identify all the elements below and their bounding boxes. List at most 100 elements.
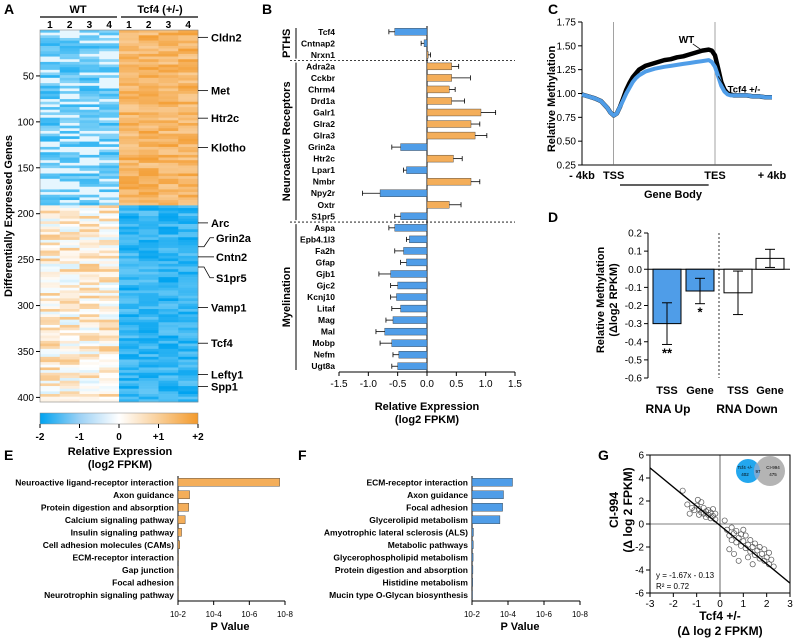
heatmap-cell [99,378,120,382]
heatmap-cell [99,356,120,360]
heatmap-cell [138,237,159,241]
heatmap-cell [59,93,80,97]
gene-label: Cntn2 [216,252,247,264]
heatmap-cell [158,125,179,129]
heatmap-cell [158,223,179,227]
heatmap-cell [138,61,159,65]
heatmap-cell [40,316,61,320]
bar-npy2r [379,189,428,197]
heatmap-cell [99,237,120,241]
heatmap-cell [79,88,100,92]
heatmap-cell [138,93,159,97]
heatmap-cell [158,348,179,352]
heatmap-cell [40,295,61,299]
heatmap-cell [119,306,140,310]
heatmap-cell [59,176,80,180]
panel-c-ytick-label: 1.75 [557,18,577,29]
panel-f-barplot: 10-2 10-4 10-6 10-8 ECM-receptor interaction… [324,476,589,633]
heatmap-cell [138,372,159,376]
heatmap-cell [119,120,140,124]
heatmap-cell [178,210,199,214]
heatmap-cell [99,253,120,257]
gene-tick-label: Adra2a [306,61,335,71]
scatter-ytick-label: -4 [635,566,644,577]
heatmap-cell [40,356,61,360]
heatmap-cell [99,202,120,206]
pathway-label: Glycerolipid metabolism [369,515,468,525]
heatmap-cell [59,205,80,209]
heatmap-cell [59,202,80,206]
heatmap-cell [158,242,179,246]
heatmap-cell [40,290,61,294]
panel-c-xtick-label: TES [704,170,725,182]
heatmap-cell [79,351,100,355]
pathway-label: Protein digestion and absorption [335,565,468,575]
heatmap-cell [119,295,140,299]
scatter-ytick-label: 0 [638,520,644,531]
heatmap-cell [138,282,159,286]
bar-chrm4 [426,85,450,94]
heatmap-cell [119,322,140,326]
heatmap-cell [178,346,199,350]
heatmap-cell [59,386,80,390]
heatmap-cell [158,274,179,278]
heatmap-cell [40,77,61,81]
heatmap-cell [59,40,80,44]
panel-c-ytick-label: 0.75 [557,113,577,124]
heatmap-cell [59,391,80,395]
heatmap-col-label: 3 [166,20,172,31]
heatmap-cell [138,200,159,204]
heatmap-cell [158,56,179,60]
heatmap-cell [59,213,80,217]
panel-c-xtick-label: + 4kb [758,170,787,182]
heatmap-cell [59,130,80,134]
bar-nefm [398,351,428,359]
heatmap-cell [59,253,80,257]
heatmap-cell [138,226,159,230]
heatmap-cell [79,290,100,294]
heatmap-cell [40,263,61,267]
heatmap-cell [158,165,179,169]
heatmap-cell [79,83,100,87]
scatter-point [756,555,763,562]
heatmap-cell [178,330,199,334]
heatmap-cell [40,242,61,246]
gene-label: Lefty1 [211,369,243,381]
heatmap-cell [178,154,199,158]
heatmap-cell [99,123,120,126]
heatmap-cell [79,399,100,403]
bar-nmbr [426,178,472,186]
heatmap-cell [119,293,140,297]
heatmap-cell [99,261,120,265]
heatmap-cell [59,125,80,129]
heatmap-col-label: 2 [67,20,73,31]
heatmap-cell [79,96,100,100]
heatmap-cell [158,104,179,108]
heatmap-cell [178,306,199,310]
gene-tick-label: Mal [321,327,335,337]
heatmap-cell [138,396,159,400]
heatmap-cell [138,194,159,198]
heatmap-cell [158,128,179,132]
heatmap-col-label: 1 [126,20,132,31]
heatmap-cell [158,362,179,366]
heatmap-cell [178,77,199,81]
heatmap-cell [59,117,80,121]
heatmap-cell [119,35,140,39]
heatmap-cell [99,332,120,336]
panel-d-ytick-label: -0.3 [625,319,643,330]
heatmap-cell [59,346,80,350]
heatmap-cell [40,205,61,209]
heatmap-cell [119,348,140,352]
heatmap-cell [119,351,140,355]
heatmap-cell [178,290,199,294]
heatmap-cell [40,157,61,161]
heatmap-cell [158,40,179,44]
heatmap-cell [79,176,100,180]
heatmap-cell [119,327,140,331]
bar-ugt8a [397,362,428,370]
heatmap-cell [178,396,199,400]
heatmap-cell [119,48,140,52]
heatmap-cell [99,69,120,73]
heatmap-cell [99,146,120,150]
